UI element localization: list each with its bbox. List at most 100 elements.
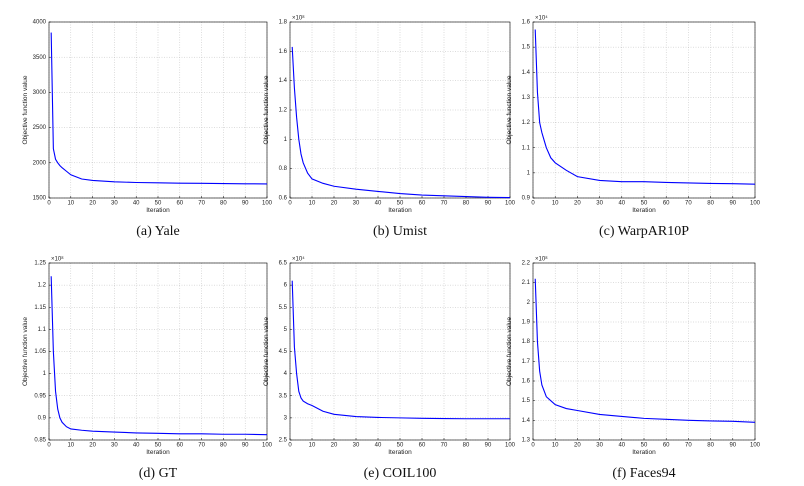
data-line	[534, 278, 756, 423]
y-tick-label: 0.6	[279, 196, 288, 202]
x-tick-label: 80	[707, 443, 714, 449]
plot-frame	[289, 21, 511, 199]
x-tick-label: 20	[331, 201, 338, 207]
y-tick-label: 4000	[33, 20, 47, 26]
y-tick-label: 6.5	[279, 261, 288, 267]
x-tick-label: 100	[262, 201, 273, 207]
x-tick-label: 30	[596, 201, 603, 207]
y-axis-label: Objective function value	[22, 317, 29, 386]
y-tick-label: 1.7	[522, 359, 531, 365]
y-tick-label: 0.9	[38, 415, 47, 421]
caption: (f) Faces94	[612, 466, 675, 481]
y-axis-label: Objective function value	[506, 317, 513, 386]
data-line	[50, 32, 268, 185]
y-tick-label: 2.5	[279, 438, 288, 444]
y-tick-label: 1.2	[38, 283, 47, 289]
x-tick-label: 30	[111, 443, 118, 449]
y-tick-label: 2.1	[522, 280, 531, 286]
subplot: 0 10 20 30 40 50 60 70 80 90 100 0.85 0.9 0.95 1 1.05 1.…	[22, 256, 273, 481]
y-axis-label: Objective function value	[263, 75, 270, 144]
data-line	[534, 29, 756, 185]
y-tick-label: 4	[284, 371, 288, 377]
x-tick-label: 90	[729, 443, 736, 449]
x-tick-label: 0	[288, 201, 292, 207]
data-line	[291, 46, 511, 199]
y-tick-label: 1	[284, 137, 288, 143]
y-tick-label: 0.85	[34, 438, 46, 444]
x-tick-label: 10	[309, 201, 316, 207]
x-tick-label: 50	[397, 443, 404, 449]
x-tick-label: 70	[685, 443, 692, 449]
plot-frame	[48, 262, 268, 441]
y-tick-label: 1.3	[522, 95, 531, 101]
x-tick-label: 100	[750, 443, 761, 449]
x-tick-label: 50	[641, 201, 648, 207]
x-tick-label: 70	[441, 443, 448, 449]
x-tick-label: 50	[155, 201, 162, 207]
x-tick-label: 20	[331, 443, 338, 449]
x-tick-label: 100	[505, 201, 516, 207]
y-tick-label: 5	[284, 327, 288, 333]
x-tick-label: 60	[663, 443, 670, 449]
x-tick-label: 0	[288, 443, 292, 449]
subplot: 0 10 20 30 40 50 60 70 80 90 100 0.6 0.8 1 1.2 1.4 1.6 1.…	[263, 15, 516, 239]
x-tick-label: 20	[574, 443, 581, 449]
x-tick-label: 100	[750, 201, 761, 207]
y-axis-label: Objective function value	[263, 317, 270, 386]
plot-frame	[532, 21, 756, 199]
y-tick-label: 2000	[33, 160, 47, 166]
axis-multiplier: ×10⁴	[535, 15, 548, 22]
x-tick-label: 60	[176, 443, 183, 449]
x-axis-label: Iteration	[146, 207, 170, 214]
subplot: 0 10 20 30 40 50 60 70 80 90 100 2.5 3 3.5 4 4.5 5 5.5 6 6.…	[263, 256, 516, 481]
caption: (e) COIL100	[364, 466, 437, 481]
axis-multiplier: ×10⁸	[51, 256, 64, 263]
x-tick-label: 90	[242, 201, 249, 207]
plot-frame	[289, 262, 511, 441]
y-tick-label: 1.8	[522, 339, 531, 345]
x-tick-label: 80	[463, 201, 470, 207]
y-tick-label: 1.1	[38, 327, 47, 333]
x-tick-label: 30	[353, 443, 360, 449]
y-tick-label: 5.5	[279, 305, 288, 311]
x-tick-label: 30	[353, 201, 360, 207]
x-tick-label: 50	[155, 443, 162, 449]
y-tick-label: 1.9	[522, 320, 531, 326]
x-tick-label: 40	[133, 201, 140, 207]
y-tick-label: 1.5	[522, 45, 531, 51]
x-tick-label: 90	[485, 443, 492, 449]
x-tick-label: 80	[707, 201, 714, 207]
x-tick-label: 90	[242, 443, 249, 449]
axis-multiplier: ×10⁴	[292, 256, 305, 263]
y-tick-label: 3	[284, 415, 288, 421]
caption: (d) GT	[139, 466, 178, 481]
x-tick-label: 90	[729, 201, 736, 207]
y-tick-label: 1.4	[279, 78, 288, 84]
y-tick-label: 4.5	[279, 349, 288, 355]
y-tick-label: 3.5	[279, 393, 288, 399]
x-tick-label: 40	[133, 443, 140, 449]
x-tick-label: 10	[309, 443, 316, 449]
x-tick-label: 10	[552, 443, 559, 449]
y-tick-label: 1.5	[522, 398, 531, 404]
x-tick-label: 40	[618, 201, 625, 207]
x-tick-label: 80	[220, 201, 227, 207]
y-tick-label: 1.1	[522, 145, 531, 151]
y-tick-label: 2.2	[522, 261, 531, 267]
caption: (a) Yale	[136, 224, 180, 239]
y-tick-label: 1.2	[279, 108, 288, 114]
x-tick-label: 70	[198, 201, 205, 207]
caption: (b) Umist	[373, 224, 427, 239]
x-tick-label: 20	[89, 443, 96, 449]
x-tick-label: 60	[419, 443, 426, 449]
y-tick-label: 1.6	[522, 20, 531, 26]
y-tick-label: 0.9	[522, 196, 531, 202]
x-tick-label: 60	[419, 201, 426, 207]
y-tick-label: 1.4	[522, 418, 531, 424]
y-tick-label: 1.6	[279, 49, 288, 55]
x-tick-label: 100	[262, 443, 273, 449]
y-tick-label: 1.8	[279, 20, 288, 26]
x-axis-label: Iteration	[632, 207, 656, 214]
